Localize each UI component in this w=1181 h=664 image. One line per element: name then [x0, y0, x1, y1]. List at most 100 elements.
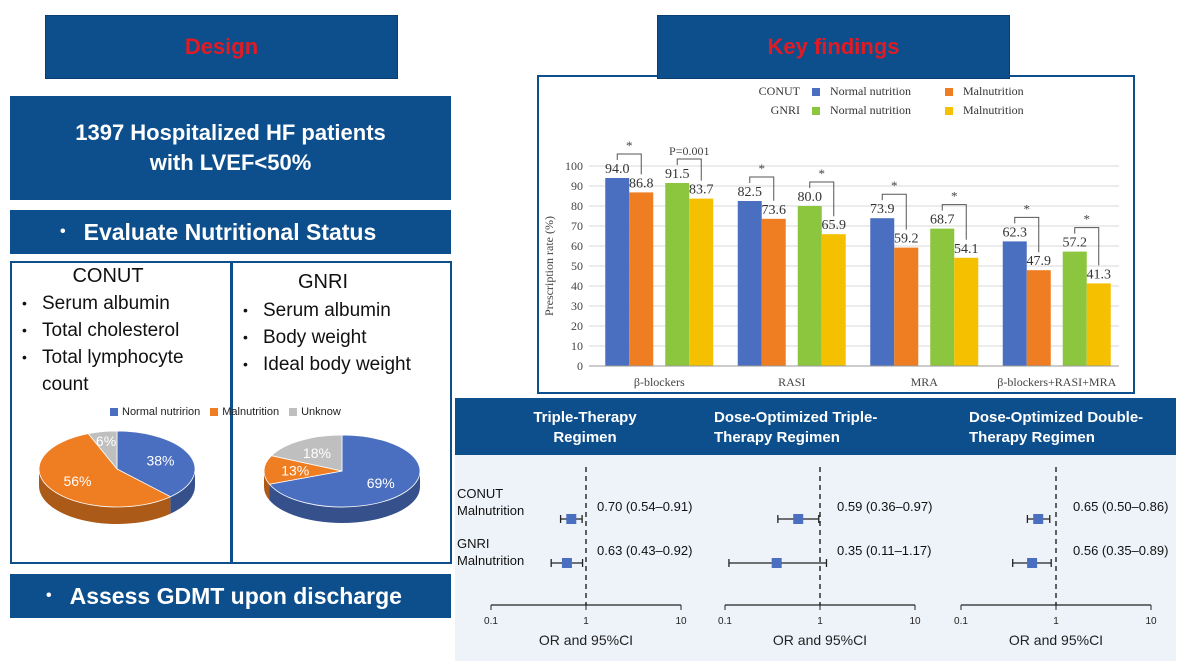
- pie-slice-label: 6%: [96, 433, 116, 449]
- pie-slice-label: 18%: [303, 445, 331, 461]
- row-label-line: CONUT: [457, 486, 504, 501]
- odds-ratio-marker: [771, 558, 782, 568]
- y-tick-label: 30: [571, 299, 583, 313]
- forest-header-dose-triple: Dose-Optimized Triple- Therapy Regimen: [714, 408, 944, 448]
- or-value-label: 0.63 (0.43–0.92): [597, 543, 692, 558]
- pie-legend: Normal nutririon Malnutrition Unknow: [110, 406, 341, 418]
- significance-bracket: [1014, 216, 1040, 253]
- forest-row-label-conut: CONUT Malnutrition: [457, 485, 524, 519]
- x-tick-label: RASI: [778, 375, 805, 389]
- forest-header-triple: Triple-Therapy Regimen: [480, 408, 690, 448]
- bar: [894, 247, 919, 366]
- odds-ratio-marker: [1027, 558, 1038, 568]
- evaluate-label: Evaluate Nutritional Status: [83, 218, 377, 245]
- pie-legend-unknown-label: Unknow: [301, 406, 341, 418]
- forest-header-bar: [455, 398, 1176, 455]
- bar-value-label: 41.3: [1087, 267, 1112, 282]
- or-value-label: 0.65 (0.50–0.86): [1073, 499, 1168, 514]
- forest-header-dose-double: Dose-Optimized Double- Therapy Regimen: [969, 408, 1174, 448]
- pie-legend-unknown: Unknow: [289, 406, 341, 418]
- bar-value-label: 65.9: [822, 218, 847, 233]
- y-tick-label: 60: [571, 239, 583, 253]
- population-line-2: with LVEF<50%: [149, 150, 312, 175]
- y-tick-label: 80: [571, 199, 583, 213]
- bar: [629, 192, 654, 366]
- bar-value-label: 73.9: [870, 202, 895, 217]
- legend-swatch-icon: [210, 408, 219, 416]
- row-label-line: GNRI: [457, 536, 490, 551]
- pie-legend-normal-label: Normal nutririon: [122, 406, 201, 418]
- pie-slice-label: 56%: [63, 473, 91, 489]
- bullet-icon: •: [46, 587, 52, 604]
- assess-bar: • Assess GDMT upon discharge: [10, 574, 451, 618]
- forest-tick-label: 10: [909, 616, 921, 627]
- forest-tick-label: 0.1: [484, 616, 498, 627]
- forest-tick-label: 1: [583, 616, 589, 627]
- forest-x-label: OR and 95%CI: [539, 632, 633, 648]
- significance-bracket: [676, 158, 702, 181]
- pie-slice: [270, 434, 343, 472]
- bar-value-label: 47.9: [1027, 254, 1052, 269]
- pie-legend-normal: Normal nutririon: [110, 406, 200, 418]
- forest-tick-label: 0.1: [718, 616, 732, 627]
- bar-value-label: 94.0: [605, 162, 630, 177]
- key-findings-header: Key findings: [657, 15, 1010, 79]
- y-tick-label: 20: [571, 319, 583, 333]
- bar-value-label: 86.8: [629, 176, 654, 191]
- bar-value-label: 59.2: [894, 232, 919, 247]
- forest-tick-label: 1: [1053, 616, 1059, 627]
- bar: [605, 178, 630, 366]
- bar: [1086, 283, 1111, 366]
- bullet-icon: •: [60, 223, 66, 240]
- design-header: Design: [45, 15, 398, 79]
- population-box: 1397 Hospitalized HF patients with LVEF<…: [10, 96, 451, 200]
- or-value-label: 0.56 (0.35–0.89): [1073, 543, 1168, 558]
- significance-label: *: [819, 166, 826, 181]
- legend-swatch-icon: [289, 408, 298, 416]
- pie-slice-label: 13%: [281, 462, 309, 478]
- legend-conut-label: CONUT: [758, 84, 800, 98]
- bar-legend: CONUT Normal nutrition Malnutrition GNRI…: [745, 82, 1024, 120]
- legend-swatch-icon: [812, 87, 820, 96]
- pie-slice-side: [269, 471, 420, 523]
- bar: [1026, 270, 1051, 366]
- row-label-line: Malnutrition: [457, 503, 525, 518]
- key-findings-label: Key findings: [767, 34, 900, 59]
- forest-x-label: OR and 95%CI: [1009, 632, 1103, 648]
- bar-value-label: 80.0: [798, 190, 823, 205]
- gnri-item: Body weight: [237, 324, 449, 351]
- pie-slice-side: [170, 469, 195, 514]
- bar-value-label: 54.1: [954, 242, 979, 257]
- bar: [689, 198, 714, 366]
- y-tick-label: 10: [571, 339, 583, 353]
- legend-gnri-label: GNRI: [770, 103, 800, 117]
- legend-malnutrition-label: Malnutrition: [963, 84, 1024, 98]
- gnri-title: GNRI: [298, 271, 348, 293]
- pie-legend-malnutrition: Malnutrition: [210, 406, 279, 418]
- forest-header-line: Therapy Regimen: [969, 429, 1095, 446]
- bar: [737, 201, 762, 366]
- y-tick-label: 50: [571, 259, 583, 273]
- y-tick-label: 100: [565, 159, 583, 173]
- pie-legend-malnutrition-label: Malnutrition: [222, 406, 280, 418]
- significance-bracket: [809, 181, 835, 217]
- forest-plot: 0.1 1 10 OR and 95%CI 0.70 (0.54–0.91) 0.63 (…: [484, 467, 1168, 648]
- forest-header-line: Dose-Optimized Triple-: [714, 409, 878, 426]
- legend-malnutrition-label: Malnutrition: [963, 103, 1024, 117]
- significance-bracket: [749, 176, 775, 201]
- pie-slice: [263, 455, 343, 485]
- y-tick-label: 0: [577, 359, 583, 373]
- pie-slice: [116, 430, 196, 498]
- or-value-label: 0.70 (0.54–0.91): [597, 499, 692, 514]
- significance-bracket: [881, 193, 907, 230]
- forest-tick-label: 1: [817, 616, 823, 627]
- forest-header-line: Triple-Therapy: [533, 409, 637, 426]
- significance-label: *: [1084, 212, 1091, 227]
- significance-bracket: [616, 153, 642, 175]
- significance-label: *: [891, 178, 898, 193]
- odds-ratio-marker: [561, 558, 572, 568]
- conut-title: CONUT: [72, 265, 144, 287]
- conut-item: Serum albumin: [16, 290, 228, 317]
- odds-ratio-marker: [566, 514, 577, 524]
- forest-header-line: Therapy Regimen: [714, 429, 840, 446]
